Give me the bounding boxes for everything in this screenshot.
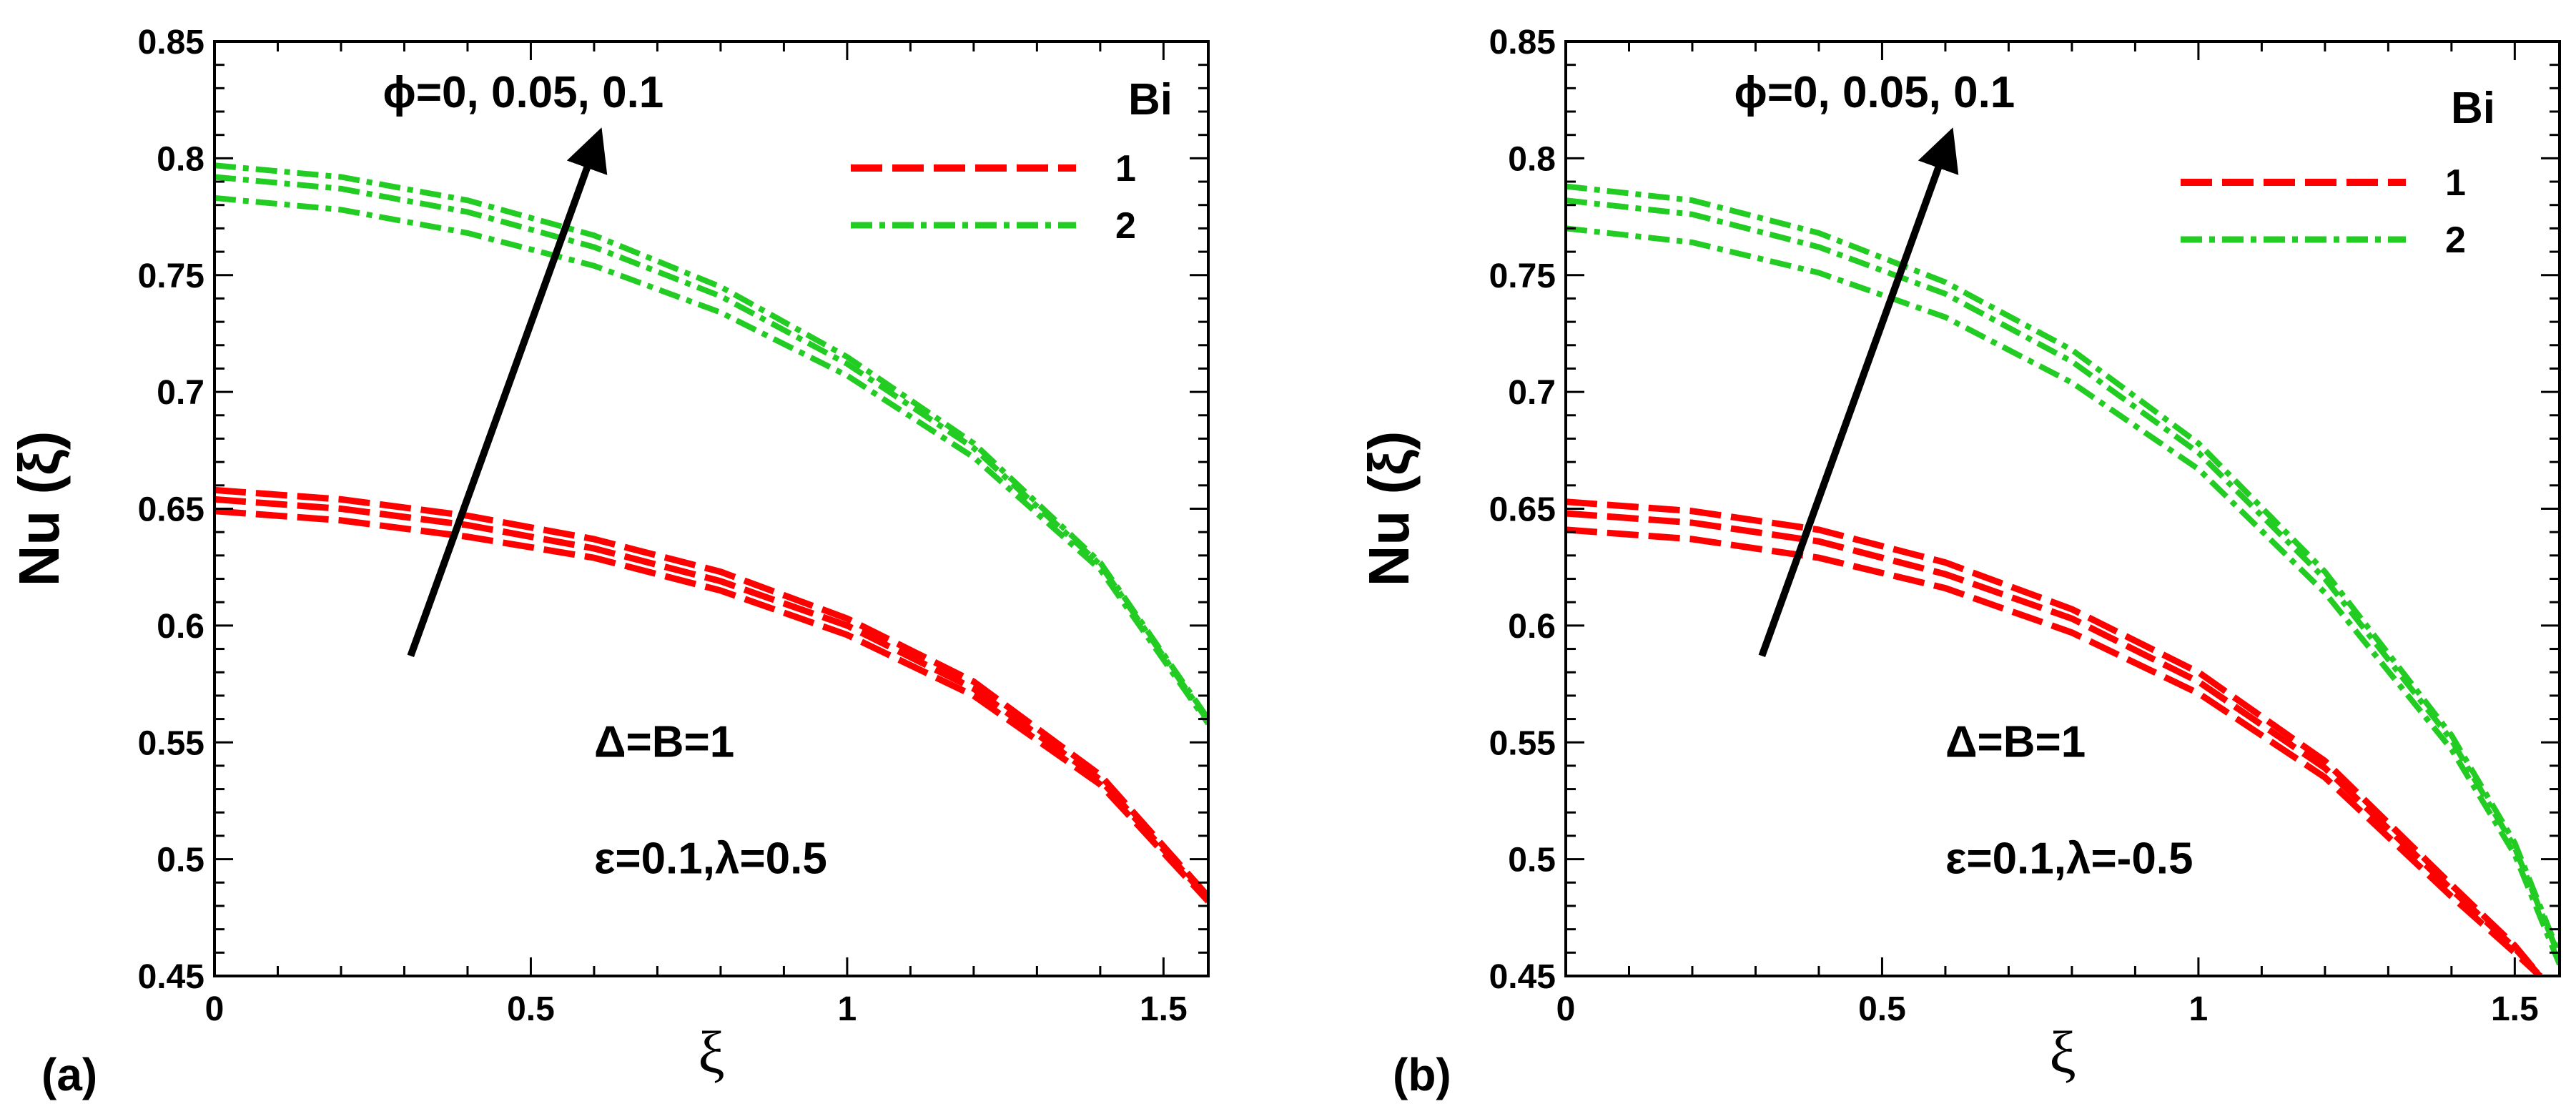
y-axis-title: Nu (ξ): [1357, 431, 1421, 587]
x-tick-label: 1.5: [1140, 990, 1188, 1028]
series-line-1-0: [1566, 526, 2542, 976]
series-line-1-1: [1566, 510, 2543, 976]
legend-label-1: 1: [2445, 162, 2466, 204]
epsilon-lambda-annotation: ε=0.1,λ=0.5: [594, 834, 827, 884]
y-tick-label: 0.85: [1489, 24, 1556, 61]
y-tick-label: 0.75: [138, 257, 204, 295]
y-axis-title: Nu (ξ): [7, 431, 71, 587]
x-tick-label: 0.5: [507, 990, 555, 1028]
legend-label-2: 2: [1115, 205, 1136, 247]
y-tick-label: 0.7: [157, 374, 204, 412]
trend-arrow: [407, 127, 608, 658]
y-tick-label: 0.65: [1489, 491, 1556, 529]
x-tick-label: 0.5: [1858, 990, 1906, 1028]
y-tick-label: 0.75: [1489, 257, 1556, 295]
y-tick-label: 0.45: [1489, 958, 1556, 996]
series-line-2-1: [214, 174, 1208, 724]
y-tick-label: 0.55: [1489, 724, 1556, 762]
x-tick-label: 1.5: [2491, 990, 2539, 1028]
chart-panel-a: 0 0.5 1 1.5 0.45 0.5 0.55 0.6 0.65 0.7 0.75 0.8 0.85…: [7, 24, 1210, 1100]
y-tick-label: 0.7: [1508, 374, 1556, 412]
legend: Bi 1 2: [2181, 84, 2495, 261]
series-line-2-0: [1566, 225, 2560, 966]
x-tick-label: 1: [838, 990, 857, 1028]
legend-title: Bi: [1128, 75, 1173, 124]
y-tick-label: 0.6: [157, 608, 204, 646]
parameter-annotation: Δ=B=1: [594, 717, 734, 766]
y-tick-label: 0.65: [138, 491, 204, 529]
legend-label-1: 1: [1115, 148, 1136, 189]
series-line-1-1: [214, 496, 1208, 902]
y-tick-label: 0.55: [138, 724, 204, 762]
series-line-2-2: [214, 162, 1208, 721]
y-tick-label: 0.6: [1508, 608, 1556, 646]
series-group: [1566, 183, 2560, 976]
arrow-label: ϕ=0, 0.05, 0.1: [383, 68, 663, 117]
x-tick-label: 0: [205, 990, 224, 1028]
epsilon-lambda-annotation: ε=0.1,λ=-0.5: [1945, 834, 2193, 884]
arrow-label: ϕ=0, 0.05, 0.1: [1734, 68, 2015, 117]
y-tick-label: 0.8: [157, 140, 204, 178]
legend-title: Bi: [2451, 84, 2495, 133]
series-line-1-2: [1566, 498, 2543, 976]
y-tick-label: 0.5: [1508, 842, 1556, 879]
panel-label: (a): [41, 1049, 97, 1100]
series-line-1-0: [214, 508, 1208, 904]
legend: Bi 1 2: [851, 75, 1173, 247]
x-tick-label: 1: [2189, 990, 2209, 1028]
series-group: [214, 162, 1208, 904]
y-tick-label: 0.85: [138, 24, 204, 61]
chart-panel-b: 0 0.5 1 1.5 0.45 0.5 0.55 0.6 0.65 0.7 0.75 0.8 0.85…: [1357, 24, 2561, 1100]
x-axis-title: ξ: [698, 1020, 724, 1086]
legend-label-2: 2: [2445, 220, 2466, 261]
y-tick-label: 0.8: [1508, 140, 1556, 178]
y-tick-label: 0.5: [157, 842, 204, 879]
series-line-2-0: [214, 194, 1208, 726]
series-line-1-2: [214, 486, 1208, 899]
x-axis-title: ξ: [2049, 1020, 2076, 1086]
x-tick-label: 0: [1556, 990, 1576, 1028]
y-tick-label: 0.45: [138, 958, 204, 996]
trend-arrow: [1758, 127, 1959, 658]
panel-label: (b): [1393, 1049, 1451, 1100]
series-line-2-1: [1566, 197, 2560, 959]
parameter-annotation: Δ=B=1: [1945, 717, 2086, 766]
